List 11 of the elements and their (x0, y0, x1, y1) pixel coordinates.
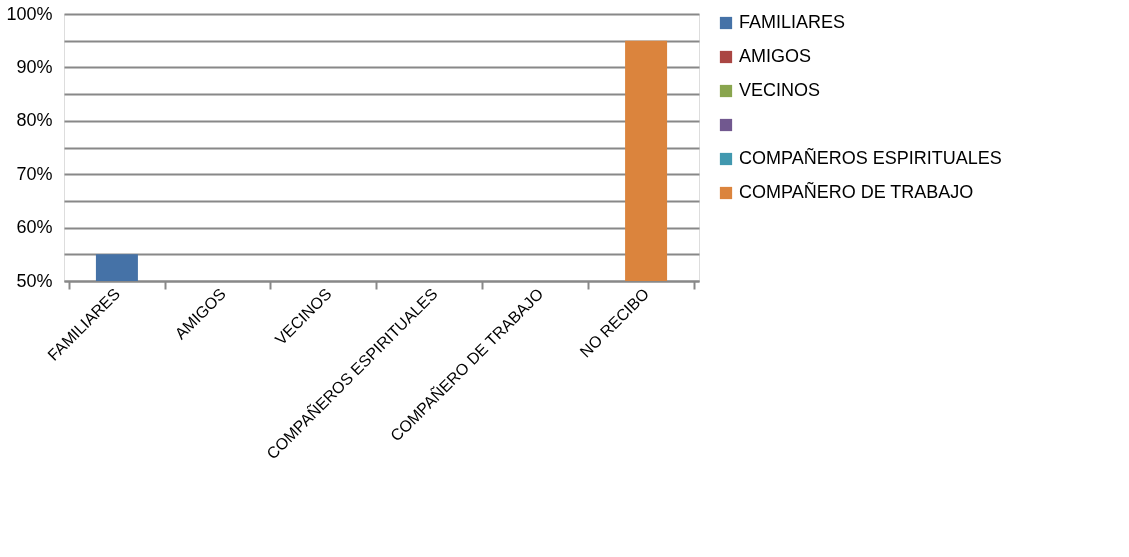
y-tick-label: 50% (16, 270, 53, 291)
y-tick-label: 100% (6, 3, 53, 24)
y-tick-label: 70% (16, 163, 53, 184)
y-tick-label: 60% (16, 217, 53, 238)
legend-label: VECINOS (739, 80, 821, 100)
legend-label: AMIGOS (739, 46, 812, 66)
legend-label: FAMILIARES (739, 12, 846, 32)
legend-label: COMPAÑEROS ESPIRITUALES (739, 147, 1002, 168)
legend-label: COMPAÑERO DE TRABAJO (739, 181, 974, 202)
y-tick-label: 90% (16, 56, 53, 77)
y-tick-label: 80% (16, 110, 53, 131)
